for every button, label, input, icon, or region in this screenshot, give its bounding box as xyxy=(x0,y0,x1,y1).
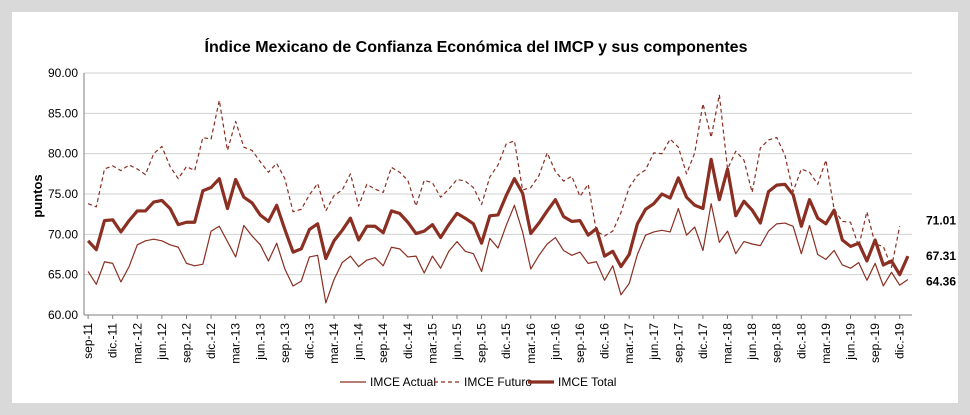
x-tick-label: jun.-17 xyxy=(647,323,661,361)
legend-label: IMCE Actual xyxy=(370,375,436,389)
x-tick-label: sep.-19 xyxy=(868,323,882,363)
x-tick-label: mar.-13 xyxy=(229,323,243,364)
legend: IMCE Actual IMCE Futuro IMCE Total xyxy=(340,375,616,389)
x-tick-label: mar.-15 xyxy=(425,323,439,364)
legend-label: IMCE Total xyxy=(558,375,616,389)
x-tick-label: dic.-17 xyxy=(696,323,710,359)
y-axis-label: puntos xyxy=(30,174,45,217)
end-label: 71.01 xyxy=(926,213,956,227)
x-tick-label: sep.-12 xyxy=(179,323,193,363)
x-tick-label: sep.-18 xyxy=(770,323,784,363)
x-tick-label: sep-11 xyxy=(81,323,95,359)
x-tick-label: dic.-18 xyxy=(794,323,808,359)
end-label: 67.31 xyxy=(926,249,956,263)
x-tick-label: sep.-15 xyxy=(475,323,489,363)
chart: Índice Mexicano de Confianza Económica d… xyxy=(30,37,956,389)
x-tick-label: mar.-14 xyxy=(327,323,341,364)
series-line-imce-futuro xyxy=(87,94,901,269)
x-tick-label: sep.-14 xyxy=(376,323,390,363)
x-tick-label: mar.-17 xyxy=(622,323,636,364)
x-tick-label: jun.-19 xyxy=(844,323,858,361)
end-label: 64.36 xyxy=(926,275,956,289)
series xyxy=(86,94,910,304)
y-tick-label: 80.00 xyxy=(48,147,78,161)
axes xyxy=(83,73,912,316)
chart-title: Índice Mexicano de Confianza Económica d… xyxy=(205,37,748,56)
series-line-imce-actual xyxy=(87,203,909,304)
y-tick-label: 85.00 xyxy=(48,106,78,120)
x-tick-label: jun.-15 xyxy=(450,323,464,361)
x-axis-ticks: sep-11 dic.-11 mar.-12 jun.-12 sep.-12 dic.-1… xyxy=(81,315,907,364)
x-tick-label: sep.-16 xyxy=(573,323,587,363)
x-tick-label: dic.-11 xyxy=(106,323,120,358)
chart-frame: Índice Mexicano de Confianza Económica d… xyxy=(12,12,958,403)
y-tick-label: 70.00 xyxy=(48,227,78,241)
x-tick-label: dic.-12 xyxy=(204,323,218,359)
x-tick-label: mar.-18 xyxy=(721,323,735,364)
y-axis-ticks: 60.00 65.00 70.00 75.00 80.00 85.00 90.00 xyxy=(48,66,78,322)
x-tick-label: dic.-16 xyxy=(598,323,612,359)
end-labels: 64.36 71.01 67.31 xyxy=(926,213,956,288)
y-tick-label: 60.00 xyxy=(48,308,78,322)
x-tick-label: mar.-12 xyxy=(130,323,144,364)
x-tick-label: jun.-13 xyxy=(253,323,267,361)
series-line-imce-total xyxy=(86,157,910,277)
legend-label: IMCE Futuro xyxy=(464,375,532,389)
y-tick-label: 65.00 xyxy=(48,268,78,282)
x-tick-label: dic.-13 xyxy=(302,323,316,359)
x-tick-label: jun.-18 xyxy=(745,323,759,361)
y-tick-label: 75.00 xyxy=(48,187,78,201)
x-tick-label: sep.-17 xyxy=(671,323,685,363)
x-tick-label: jun.-16 xyxy=(548,323,562,361)
x-tick-label: sep.-13 xyxy=(278,323,292,363)
x-tick-label: dic.-19 xyxy=(893,323,907,359)
x-tick-label: dic.-14 xyxy=(401,323,415,359)
y-tick-label: 90.00 xyxy=(48,66,78,80)
x-tick-label: mar.-16 xyxy=(524,323,538,364)
x-tick-label: jun.-12 xyxy=(155,323,169,361)
x-tick-label: dic.-15 xyxy=(499,323,513,359)
x-tick-label: mar.-19 xyxy=(819,323,833,364)
x-tick-label: jun.-14 xyxy=(352,323,366,361)
